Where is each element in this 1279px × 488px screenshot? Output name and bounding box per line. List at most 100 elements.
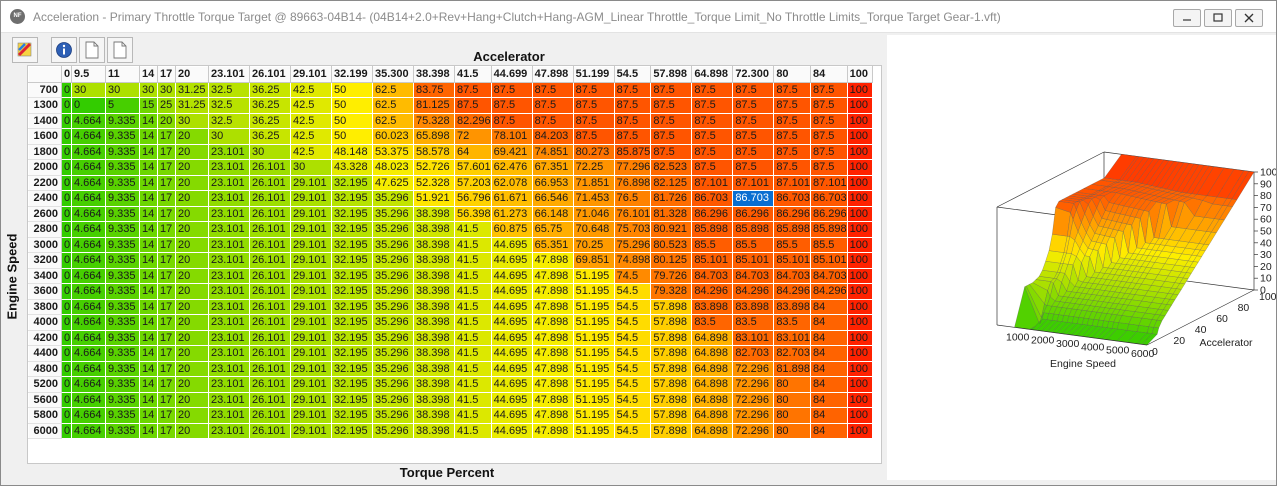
column-header[interactable]: 64.898 [691,66,734,83]
map-cell[interactable]: 26.101 [249,360,291,377]
map-cell[interactable]: 4.664 [71,112,106,129]
map-cell[interactable]: 100 [846,360,873,377]
map-cell[interactable]: 17 [157,345,176,362]
row-header[interactable]: 2800 [28,221,62,238]
map-cell[interactable]: 4.664 [71,345,106,362]
map-cell[interactable]: 29.101 [290,376,332,393]
map-cell[interactable]: 54.5 [613,376,652,393]
column-header[interactable]: 9.5 [71,66,106,83]
map-cell[interactable]: 32.195 [331,221,373,238]
map-cell[interactable]: 53.375 [372,143,414,160]
map-cell[interactable]: 56.796 [454,190,492,207]
map-cell[interactable]: 83.5 [732,314,775,331]
map-cell[interactable]: 82.296 [454,112,492,129]
map-cell[interactable]: 29.101 [290,314,332,331]
map-cell[interactable]: 4.664 [71,143,106,160]
map-cell[interactable]: 23.101 [208,314,250,331]
map-cell[interactable]: 66.953 [531,174,574,191]
map-cell[interactable]: 20 [175,190,209,207]
map-cell[interactable]: 32.195 [331,283,373,300]
map-cell[interactable]: 4.664 [71,267,106,284]
map-cell[interactable]: 83.101 [732,329,775,346]
map-cell[interactable]: 29.101 [290,407,332,424]
map-cell[interactable]: 29.101 [290,391,332,408]
map-cell[interactable]: 35.296 [372,252,414,269]
map-cell[interactable]: 4.664 [71,360,106,377]
map-cell[interactable]: 17 [157,422,176,439]
map-cell[interactable]: 26.101 [249,314,291,331]
map-cell[interactable]: 86.703 [691,190,734,207]
map-cell[interactable]: 14 [139,391,158,408]
map-cell[interactable]: 14 [139,360,158,377]
map-cell[interactable]: 14 [139,345,158,362]
minimize-button[interactable] [1173,9,1201,27]
map-cell[interactable]: 25 [157,97,176,114]
map-cell[interactable]: 9.335 [105,252,140,269]
map-cell[interactable]: 36.25 [249,112,291,129]
map-cell[interactable]: 20 [175,360,209,377]
map-cell[interactable]: 57.898 [650,314,693,331]
map-cell[interactable]: 41.5 [454,360,492,377]
map-cell[interactable]: 20 [175,143,209,160]
map-cell[interactable]: 84 [809,298,848,315]
map-cell[interactable]: 86.703 [773,190,811,207]
map-cell[interactable]: 32.195 [331,267,373,284]
map-cell[interactable]: 32.195 [331,314,373,331]
map-cell[interactable]: 87.5 [490,97,533,114]
map-cell[interactable]: 100 [846,252,873,269]
map-cell[interactable]: 85.101 [732,252,775,269]
map-cell[interactable]: 30 [290,159,332,176]
row-header[interactable]: 3400 [28,267,62,284]
map-cell[interactable]: 9.335 [105,267,140,284]
map-cell[interactable]: 87.5 [691,97,734,114]
map-cell[interactable]: 66.546 [531,190,574,207]
map-cell[interactable]: 38.398 [413,407,455,424]
copy-page-button[interactable] [107,37,133,63]
map-cell[interactable]: 87.5 [572,112,615,129]
map-cell[interactable]: 47.898 [531,283,574,300]
map-cell[interactable]: 64.898 [691,376,734,393]
torque-map-table[interactable]: 0 9.5 11 14 17 20 23.101 26.101 29.101 32.199 35.3… [28,66,873,439]
map-cell[interactable]: 44.695 [490,252,533,269]
map-cell[interactable]: 47.898 [531,252,574,269]
map-cell[interactable]: 4.664 [71,314,106,331]
map-cell[interactable]: 26.101 [249,159,291,176]
map-cell[interactable]: 87.5 [809,159,848,176]
column-header[interactable]: 11 [105,66,140,83]
column-header[interactable]: 38.398 [413,66,455,83]
map-cell[interactable]: 20 [175,329,209,346]
map-cell[interactable]: 4.664 [71,159,106,176]
map-cell[interactable]: 9.335 [105,298,140,315]
row-header[interactable]: 4400 [28,345,62,362]
map-cell[interactable]: 14 [139,376,158,393]
map-cell[interactable]: 57.601 [454,159,492,176]
map-cell[interactable]: 100 [846,314,873,331]
map-cell[interactable]: 9.335 [105,360,140,377]
map-cell[interactable]: 31.25 [175,81,209,98]
map-cell[interactable]: 9.335 [105,190,140,207]
new-page-button[interactable] [79,37,105,63]
map-cell[interactable]: 23.101 [208,190,250,207]
map-cell[interactable]: 64.898 [691,422,734,439]
map-cell[interactable]: 41.5 [454,221,492,238]
map-cell[interactable]: 29.101 [290,283,332,300]
map-cell[interactable]: 35.296 [372,391,414,408]
map-cell[interactable]: 100 [846,298,873,315]
map-cell[interactable]: 23.101 [208,407,250,424]
map-cell[interactable]: 75.296 [613,236,652,253]
map-cell[interactable]: 44.695 [490,360,533,377]
map-cell[interactable]: 51.195 [572,314,615,331]
map-cell[interactable]: 83.898 [773,298,811,315]
map-cell[interactable]: 87.5 [691,128,734,145]
map-cell[interactable]: 0 [61,283,72,300]
map-cell[interactable]: 30 [105,81,140,98]
map-cell[interactable]: 87.5 [531,97,574,114]
map-cell[interactable]: 87.5 [773,81,811,98]
map-cell[interactable]: 32.195 [331,236,373,253]
map-cell[interactable]: 23.101 [208,298,250,315]
map-cell[interactable]: 87.5 [531,112,574,129]
map-cell[interactable]: 9.335 [105,314,140,331]
map-cell[interactable]: 100 [846,376,873,393]
map-cell[interactable]: 14 [139,236,158,253]
map-cell[interactable]: 50 [331,97,373,114]
